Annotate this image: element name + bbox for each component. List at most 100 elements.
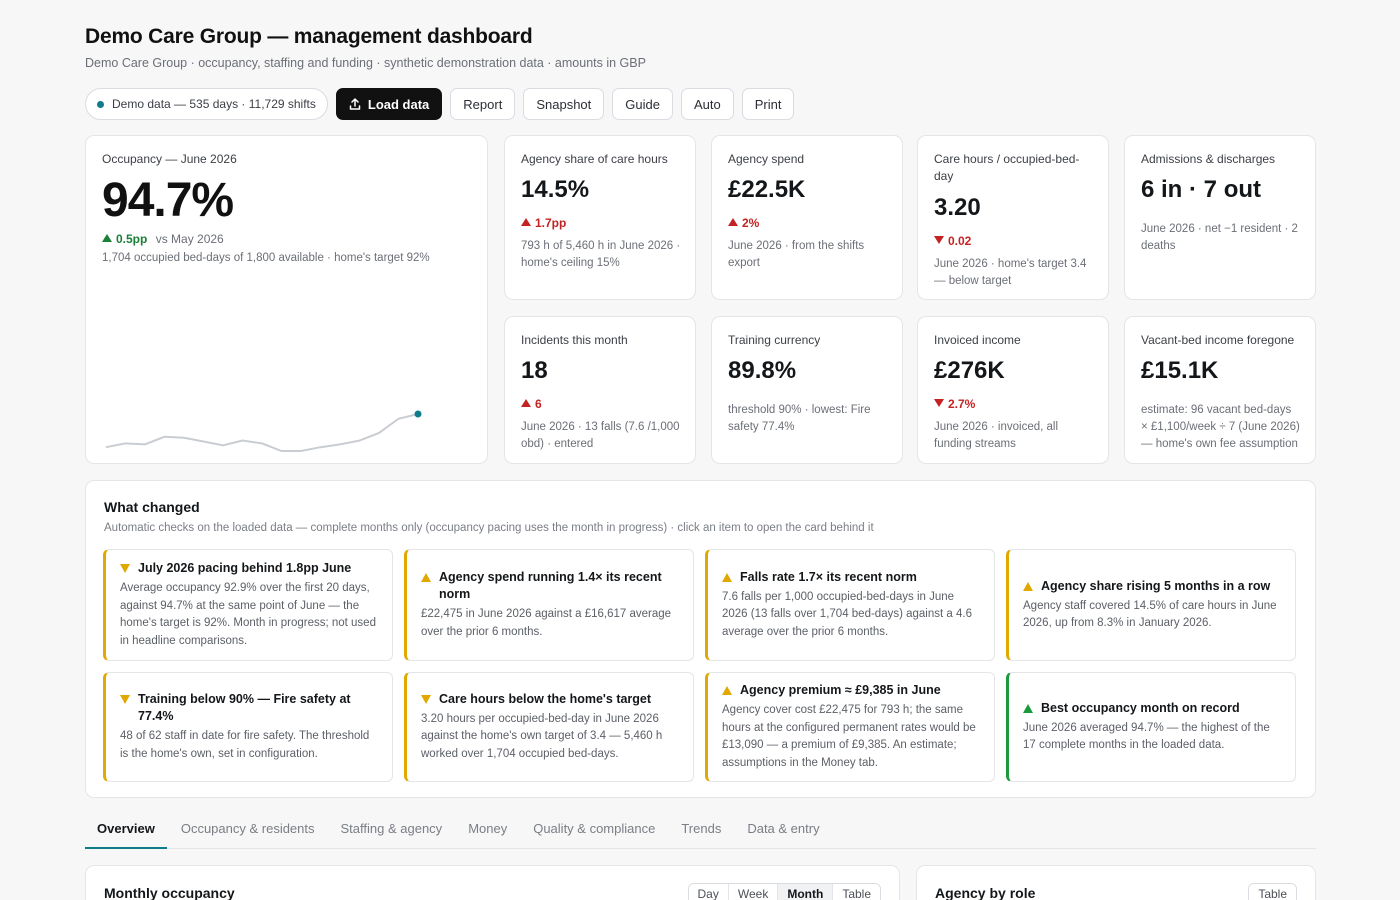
trend-up-icon: [521, 218, 531, 226]
trend-up-icon: [521, 399, 531, 407]
alert-title: Agency premium ≈ £9,385 in June: [722, 682, 980, 699]
sparkline-latest-point: [414, 410, 422, 418]
alert-body: Agency staff covered 14.5% of care hours…: [1023, 599, 1277, 630]
kpi-label: Agency share of care hours: [521, 152, 668, 166]
kpi-label: Training currency: [728, 333, 821, 347]
view-day-button[interactable]: Day: [688, 884, 729, 900]
kpi-card[interactable]: Invoiced income £276K 2.7% June 2026 · invo…: [917, 316, 1109, 464]
change-alert[interactable]: Falls rate 1.7× its recent norm 7.6 falls…: [705, 549, 995, 661]
tab-occupancy-residents[interactable]: Occupancy & residents: [180, 821, 315, 836]
kpi-note: June 2026 · net −1 resident · 2 deaths: [1141, 223, 1298, 252]
change-alert[interactable]: Agency share rising 5 months in a row Age…: [1006, 549, 1296, 661]
page-subtitle: Demo Care Group · occupancy, staffing an…: [85, 56, 646, 70]
tab-overview[interactable]: Overview: [85, 812, 167, 849]
warning-triangle-icon: [120, 564, 130, 573]
what-changed-panel: What changed Automatic checks on the loa…: [85, 480, 1316, 798]
kpi-card[interactable]: Care hours / occupied-bed-day 3.20 0.02 Jun…: [917, 135, 1109, 300]
alert-title-text: Care hours below the home's target: [439, 691, 652, 706]
alert-body: Average occupancy 92.9% over the first 2…: [120, 582, 376, 647]
kpi-note: June 2026 · 13 falls (7.6 /1,000 obd) · …: [521, 421, 680, 450]
alert-title: Care hours below the home's target: [421, 691, 679, 708]
kpi-card[interactable]: Training currency 89.8% threshold 90% · lo…: [711, 316, 903, 464]
alert-title: Falls rate 1.7× its recent norm: [722, 569, 980, 586]
section-tabs: Overview Occupancy & residents Staffing & …: [85, 812, 1316, 849]
tab-data-entry[interactable]: Data & entry: [747, 821, 820, 836]
alert-body: 3.20 hours per occupied-bed-day in June …: [421, 712, 663, 760]
warning-triangle-icon: [421, 694, 431, 704]
alert-title: Agency spend running 1.4× its recent nor…: [421, 569, 679, 603]
occupancy-delta-value: 0.5pp: [116, 232, 148, 246]
auto-button[interactable]: Auto: [680, 88, 734, 120]
what-changed-title: What changed: [104, 499, 200, 515]
view-toggle: Day Week Month Table: [687, 883, 881, 900]
upload-icon: [349, 98, 361, 110]
view-week-button[interactable]: Week: [728, 884, 779, 900]
kpi-note: 793 h of 5,460 h in June 2026 · home's c…: [521, 240, 681, 269]
view-table-button[interactable]: Table: [833, 884, 880, 900]
data-status-label: Demo data — 535 days · 11,729 shifts: [112, 97, 316, 111]
occupancy-card[interactable]: Occupancy — June 2026 94.7% 0.5pp vs May…: [85, 135, 488, 464]
kpi-card[interactable]: Vacant-bed income foregone £15.1K estimate…: [1124, 316, 1316, 464]
kpi-note: June 2026 · home's target 3.4 — below ta…: [934, 258, 1087, 287]
kpi-card[interactable]: Agency spend £22.5K 2% June 2026 · from the…: [711, 135, 903, 300]
snapshot-button[interactable]: Snapshot: [523, 88, 605, 120]
kpi-card[interactable]: Admissions & discharges 6 in · 7 out June …: [1124, 135, 1316, 300]
alert-title-text: Best occupancy month on record: [1041, 700, 1240, 715]
alert-title: Best occupancy month on record: [1023, 700, 1281, 717]
sparkline-path: [105, 413, 419, 452]
trend-down-icon: [934, 236, 944, 244]
kpi-delta-value: 1.7pp: [535, 216, 567, 230]
kpi-delta: 1.7pp: [521, 216, 566, 230]
trend-up-icon: [728, 218, 738, 226]
warning-triangle-icon: [1023, 581, 1033, 591]
agency-by-role-panel: Agency by role Table: [916, 865, 1316, 900]
change-alert[interactable]: Best occupancy month on record June 2026 …: [1006, 672, 1296, 782]
change-alert[interactable]: Training below 90% — Fire safety at 77.4…: [103, 672, 393, 782]
page-title: Demo Care Group — management dashboard: [85, 25, 533, 48]
change-alert[interactable]: Agency spend running 1.4× its recent nor…: [404, 549, 694, 661]
kpi-value: £15.1K: [1141, 357, 1219, 384]
view-table-button[interactable]: Table: [1249, 884, 1296, 900]
alert-body: £22,475 in June 2026 against a £16,617 a…: [421, 608, 672, 638]
report-button[interactable]: Report: [450, 88, 516, 120]
tab-quality-compliance[interactable]: Quality & compliance: [533, 821, 656, 836]
change-alert[interactable]: Care hours below the home's target 3.20 h…: [404, 672, 694, 782]
load-data-label: Load data: [367, 96, 430, 112]
kpi-delta: 6: [521, 397, 542, 411]
occupancy-label: Occupancy — June 2026: [102, 152, 237, 166]
toolbar: Demo data — 535 days · 11,729 shifts Loa…: [85, 88, 795, 120]
kpi-label: Vacant-bed income foregone: [1141, 333, 1295, 347]
change-alert[interactable]: Agency premium ≈ £9,385 in June Agency co…: [705, 672, 995, 782]
tab-trends[interactable]: Trends: [681, 821, 722, 836]
kpi-value: 3.20: [934, 194, 981, 221]
alert-title-text: Agency premium ≈ £9,385 in June: [740, 683, 941, 697]
kpi-delta: 0.02: [934, 234, 971, 248]
alert-title: July 2026 pacing behind 1.8pp June: [120, 560, 378, 577]
change-alert[interactable]: July 2026 pacing behind 1.8pp June Averag…: [103, 549, 393, 661]
alert-title-text: Training below 90% — Fire safety at 77.4…: [138, 692, 351, 723]
print-button[interactable]: Print: [741, 88, 795, 120]
kpi-label: Agency spend: [728, 152, 805, 166]
kpi-delta-value: 6: [535, 397, 542, 411]
kpi-label: Incidents this month: [521, 333, 628, 347]
tab-staffing-agency[interactable]: Staffing & agency: [340, 821, 443, 836]
kpi-value: 89.8%: [728, 357, 797, 384]
kpi-value: £22.5K: [728, 176, 806, 203]
trend-up-icon: [102, 234, 112, 242]
kpi-delta: 2%: [728, 216, 759, 230]
view-month-button[interactable]: Month: [778, 884, 834, 900]
occupancy-note: 1,704 occupied bed-days of 1,800 availab…: [102, 252, 430, 264]
load-data-button[interactable]: Load data: [335, 88, 443, 120]
alert-title-text: Falls rate 1.7× its recent norm: [740, 569, 917, 584]
agency-view-toggle: Table: [1248, 883, 1297, 900]
data-status-chip[interactable]: Demo data — 535 days · 11,729 shifts: [85, 88, 328, 120]
tab-money[interactable]: Money: [468, 821, 508, 836]
monthly-occupancy-title: Monthly occupancy: [104, 885, 235, 900]
kpi-delta-value: 2%: [742, 216, 760, 230]
warning-triangle-icon: [722, 686, 732, 695]
kpi-delta: 2.7%: [934, 397, 975, 411]
kpi-card[interactable]: Agency share of care hours 14.5% 1.7pp 793 …: [504, 135, 696, 300]
kpi-card[interactable]: Incidents this month 18 6 June 2026 · 13 fa…: [504, 316, 696, 464]
alert-body: Agency cover cost £22,475 for 793 h; the…: [722, 704, 976, 769]
guide-button[interactable]: Guide: [612, 88, 673, 120]
